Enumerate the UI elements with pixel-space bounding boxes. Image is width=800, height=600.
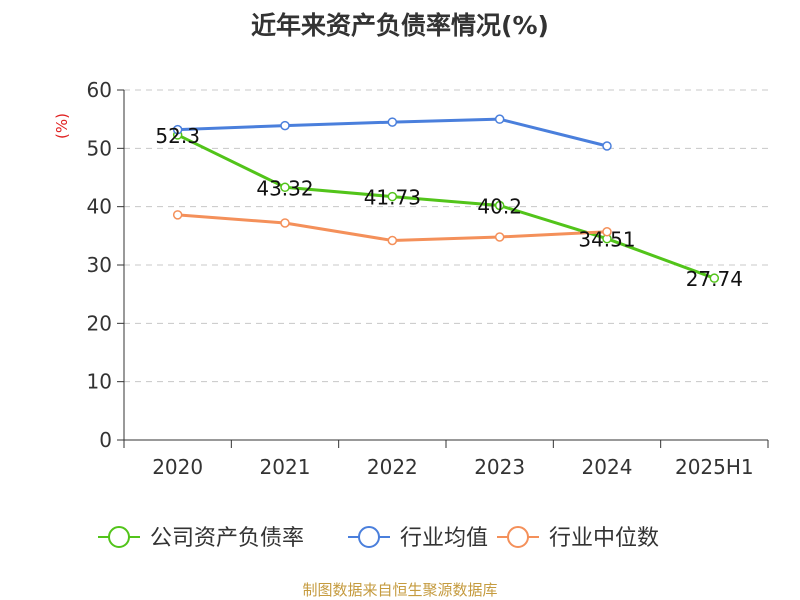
- y-axis-label: (%): [53, 113, 71, 139]
- data-label: 34.51: [578, 228, 635, 252]
- source-note: 制图数据来自恒生聚源数据库: [302, 581, 498, 599]
- y-tick-label: 40: [87, 195, 112, 219]
- data-point: [494, 232, 505, 242]
- legend-marker: [507, 526, 529, 548]
- data-point: [602, 227, 612, 237]
- legend-item-2[interactable]: 行业中位数: [497, 526, 659, 551]
- data-point: [172, 210, 183, 220]
- data-labels: 52.3 43.32 41.73 40.2 34.51 27.74: [155, 124, 743, 291]
- series-lines: [172, 114, 720, 283]
- data-point: [387, 191, 398, 202]
- data-point: [387, 235, 398, 246]
- y-tick-label: 10: [87, 370, 112, 394]
- legend-label: 行业均值: [400, 526, 488, 551]
- y-tick-label: 50: [87, 136, 112, 160]
- data-label: 41.73: [364, 186, 421, 210]
- legend[interactable]: 公司资产负债率 行业均值 行业中位数: [98, 526, 659, 551]
- legend-label: 公司资产负债率: [150, 526, 304, 551]
- gridlines: [124, 89, 768, 383]
- y-tick-label: 60: [87, 78, 112, 102]
- y-tick-label: 0: [99, 428, 112, 452]
- data-point: [172, 124, 183, 135]
- data-label: 40.2: [477, 195, 522, 219]
- legend-marker: [108, 526, 130, 548]
- x-tick-label: 2025H1: [675, 455, 754, 479]
- data-label: 52.3: [155, 124, 200, 148]
- data-point: [494, 200, 505, 211]
- x-tick-label: 2020: [152, 455, 203, 479]
- data-label: 27.74: [686, 267, 743, 291]
- x-tick-label: 2022: [367, 455, 418, 479]
- x-tick-label: 2023: [474, 455, 525, 479]
- data-point: [602, 141, 612, 151]
- chart-title: 近年来资产负债率情况(%): [251, 11, 549, 40]
- series-line-0: [177, 133, 715, 280]
- data-point: [280, 182, 290, 193]
- axes: 0 10 20 30 40 50 60 (%) 2020 2021 2022 2023 2024 2025…: [53, 78, 769, 479]
- data-point: [387, 117, 398, 127]
- legend-marker: [358, 526, 380, 548]
- data-point: [280, 120, 290, 131]
- x-tick-label: 2024: [582, 455, 633, 479]
- x-tick-label: 2021: [260, 455, 311, 479]
- data-point: [494, 114, 505, 124]
- data-point: [280, 218, 290, 228]
- data-point: [709, 273, 720, 283]
- y-tick-label: 20: [87, 311, 112, 335]
- legend-item-0[interactable]: 公司资产负债率: [98, 526, 304, 551]
- data-label: 43.32: [256, 176, 313, 200]
- y-tick-label: 30: [87, 253, 112, 277]
- legend-item-1[interactable]: 行业均值: [348, 526, 488, 551]
- legend-label: 行业中位数: [549, 526, 659, 551]
